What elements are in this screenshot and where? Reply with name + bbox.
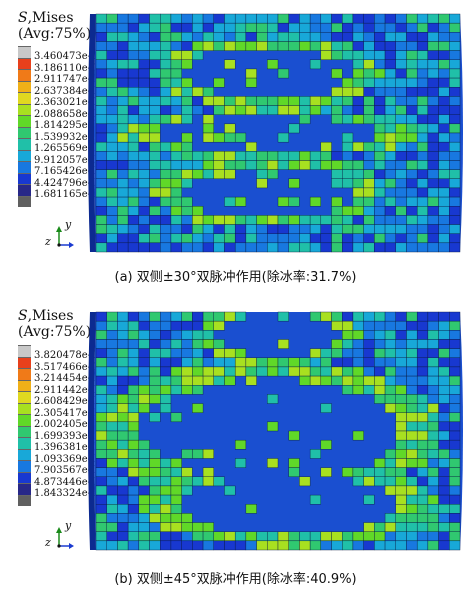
legend-value: 1.265569e-01: [34, 143, 104, 154]
legend-swatch: [18, 138, 31, 150]
legend-swatch: [18, 483, 31, 495]
legend-swatch: [18, 149, 31, 161]
legend-value: 1.814295e-01: [34, 120, 104, 131]
coordinate-triad: y z: [45, 519, 75, 551]
legend-colorbar: [18, 345, 31, 506]
legend-swatch: [18, 57, 31, 69]
legend-labels: 3.820478e-01 3.517466e-01 3.214454e-01 2.91…: [34, 350, 104, 500]
legend-value: 1.396381e-01: [34, 442, 104, 453]
legend-value: 1.843324e-02: [34, 488, 104, 499]
legend-swatch: [18, 356, 31, 368]
legend-value: 4.873446e-02: [34, 476, 104, 488]
legend-value: 1.093369e-01: [34, 453, 104, 465]
legend-swatch: [18, 46, 31, 58]
legend-value: 3.460473e-01: [34, 51, 104, 62]
legend-swatch: [18, 460, 31, 472]
legend-swatch: [18, 126, 31, 138]
y-axis-label: y: [65, 218, 72, 231]
legend-value: 2.608429e-01: [34, 396, 104, 407]
legend-swatch: [18, 391, 31, 403]
legend-value: 7.165426e-02: [34, 166, 104, 177]
z-axis-label: z: [45, 536, 51, 549]
legend-swatch: [18, 368, 31, 380]
legend-value: 2.911442e-01: [34, 384, 104, 396]
legend-labels: 3.460473e-01 3.186110e-01 2.911747e-01 2.63…: [34, 51, 104, 201]
stress-contour-map: [88, 8, 468, 258]
caption: (b) 双侧±45°双脉冲作用(除冰率:40.9%): [114, 572, 357, 587]
legend-value: 2.305417e-01: [34, 407, 104, 419]
z-axis-label: z: [45, 235, 51, 248]
legend-colorbar: [18, 46, 31, 207]
legend-swatch: [18, 195, 31, 207]
legend-value: 3.517466e-01: [34, 361, 104, 373]
legend-swatch: [18, 69, 31, 81]
legend-value: 2.363021e-01: [34, 97, 104, 108]
panel-b: S,Mises (Avg:75%) 3.820478e-01 3.517466e-…: [0, 296, 471, 591]
legend-value: 7.903567e-02: [34, 465, 104, 476]
coordinate-triad: y z: [45, 218, 75, 250]
legend-value: 1.539932e-01: [34, 131, 104, 143]
legend-value: 3.214454e-01: [34, 373, 104, 384]
legend-swatch: [18, 402, 31, 414]
legend-swatch: [18, 471, 31, 483]
legend-title: S,Mises (Avg:75%): [18, 308, 92, 340]
ice-layer-mesh: [88, 311, 463, 551]
legend-value: 3.820478e-01: [34, 350, 104, 361]
legend-swatch: [18, 379, 31, 391]
legend-swatch: [18, 184, 31, 196]
y-axis-label: y: [65, 519, 72, 532]
legend-value: 2.911747e-01: [34, 74, 104, 85]
legend-swatch: [18, 448, 31, 460]
legend-swatch: [18, 494, 31, 506]
legend-swatch: [18, 414, 31, 426]
legend-swatch: [18, 80, 31, 92]
caption: (a) 双侧±30°双脉冲作用(除冰率:31.7%): [114, 270, 357, 285]
legend-swatch: [18, 172, 31, 184]
legend-value: 1.681165e-02: [34, 189, 104, 200]
legend-value: 1.699393e-01: [34, 430, 104, 442]
legend-swatch: [18, 161, 31, 173]
panel-a: S,Mises (Avg:75%) 3.460473e-01 3.186110e-…: [18, 8, 468, 285]
legend-swatch: [18, 345, 31, 357]
legend-swatch: [18, 92, 31, 104]
legend-title: S,Mises (Avg:75%): [18, 10, 92, 42]
legend-value: 2.088658e-01: [34, 108, 104, 120]
legend-value: 2.637384e-01: [34, 85, 104, 97]
legend-swatch: [18, 115, 31, 127]
legend-swatch: [18, 103, 31, 115]
legend-value: 9.912057e-02: [34, 154, 104, 166]
legend-swatch: [18, 437, 31, 449]
legend-value: 4.424796e-02: [34, 177, 104, 189]
stress-contour-map: [88, 306, 468, 556]
legend-value: 2.002405e-01: [34, 419, 104, 430]
legend-value: 3.186110e-01: [34, 62, 104, 74]
legend-swatch: [18, 425, 31, 437]
ice-layer-mesh: [88, 13, 463, 253]
